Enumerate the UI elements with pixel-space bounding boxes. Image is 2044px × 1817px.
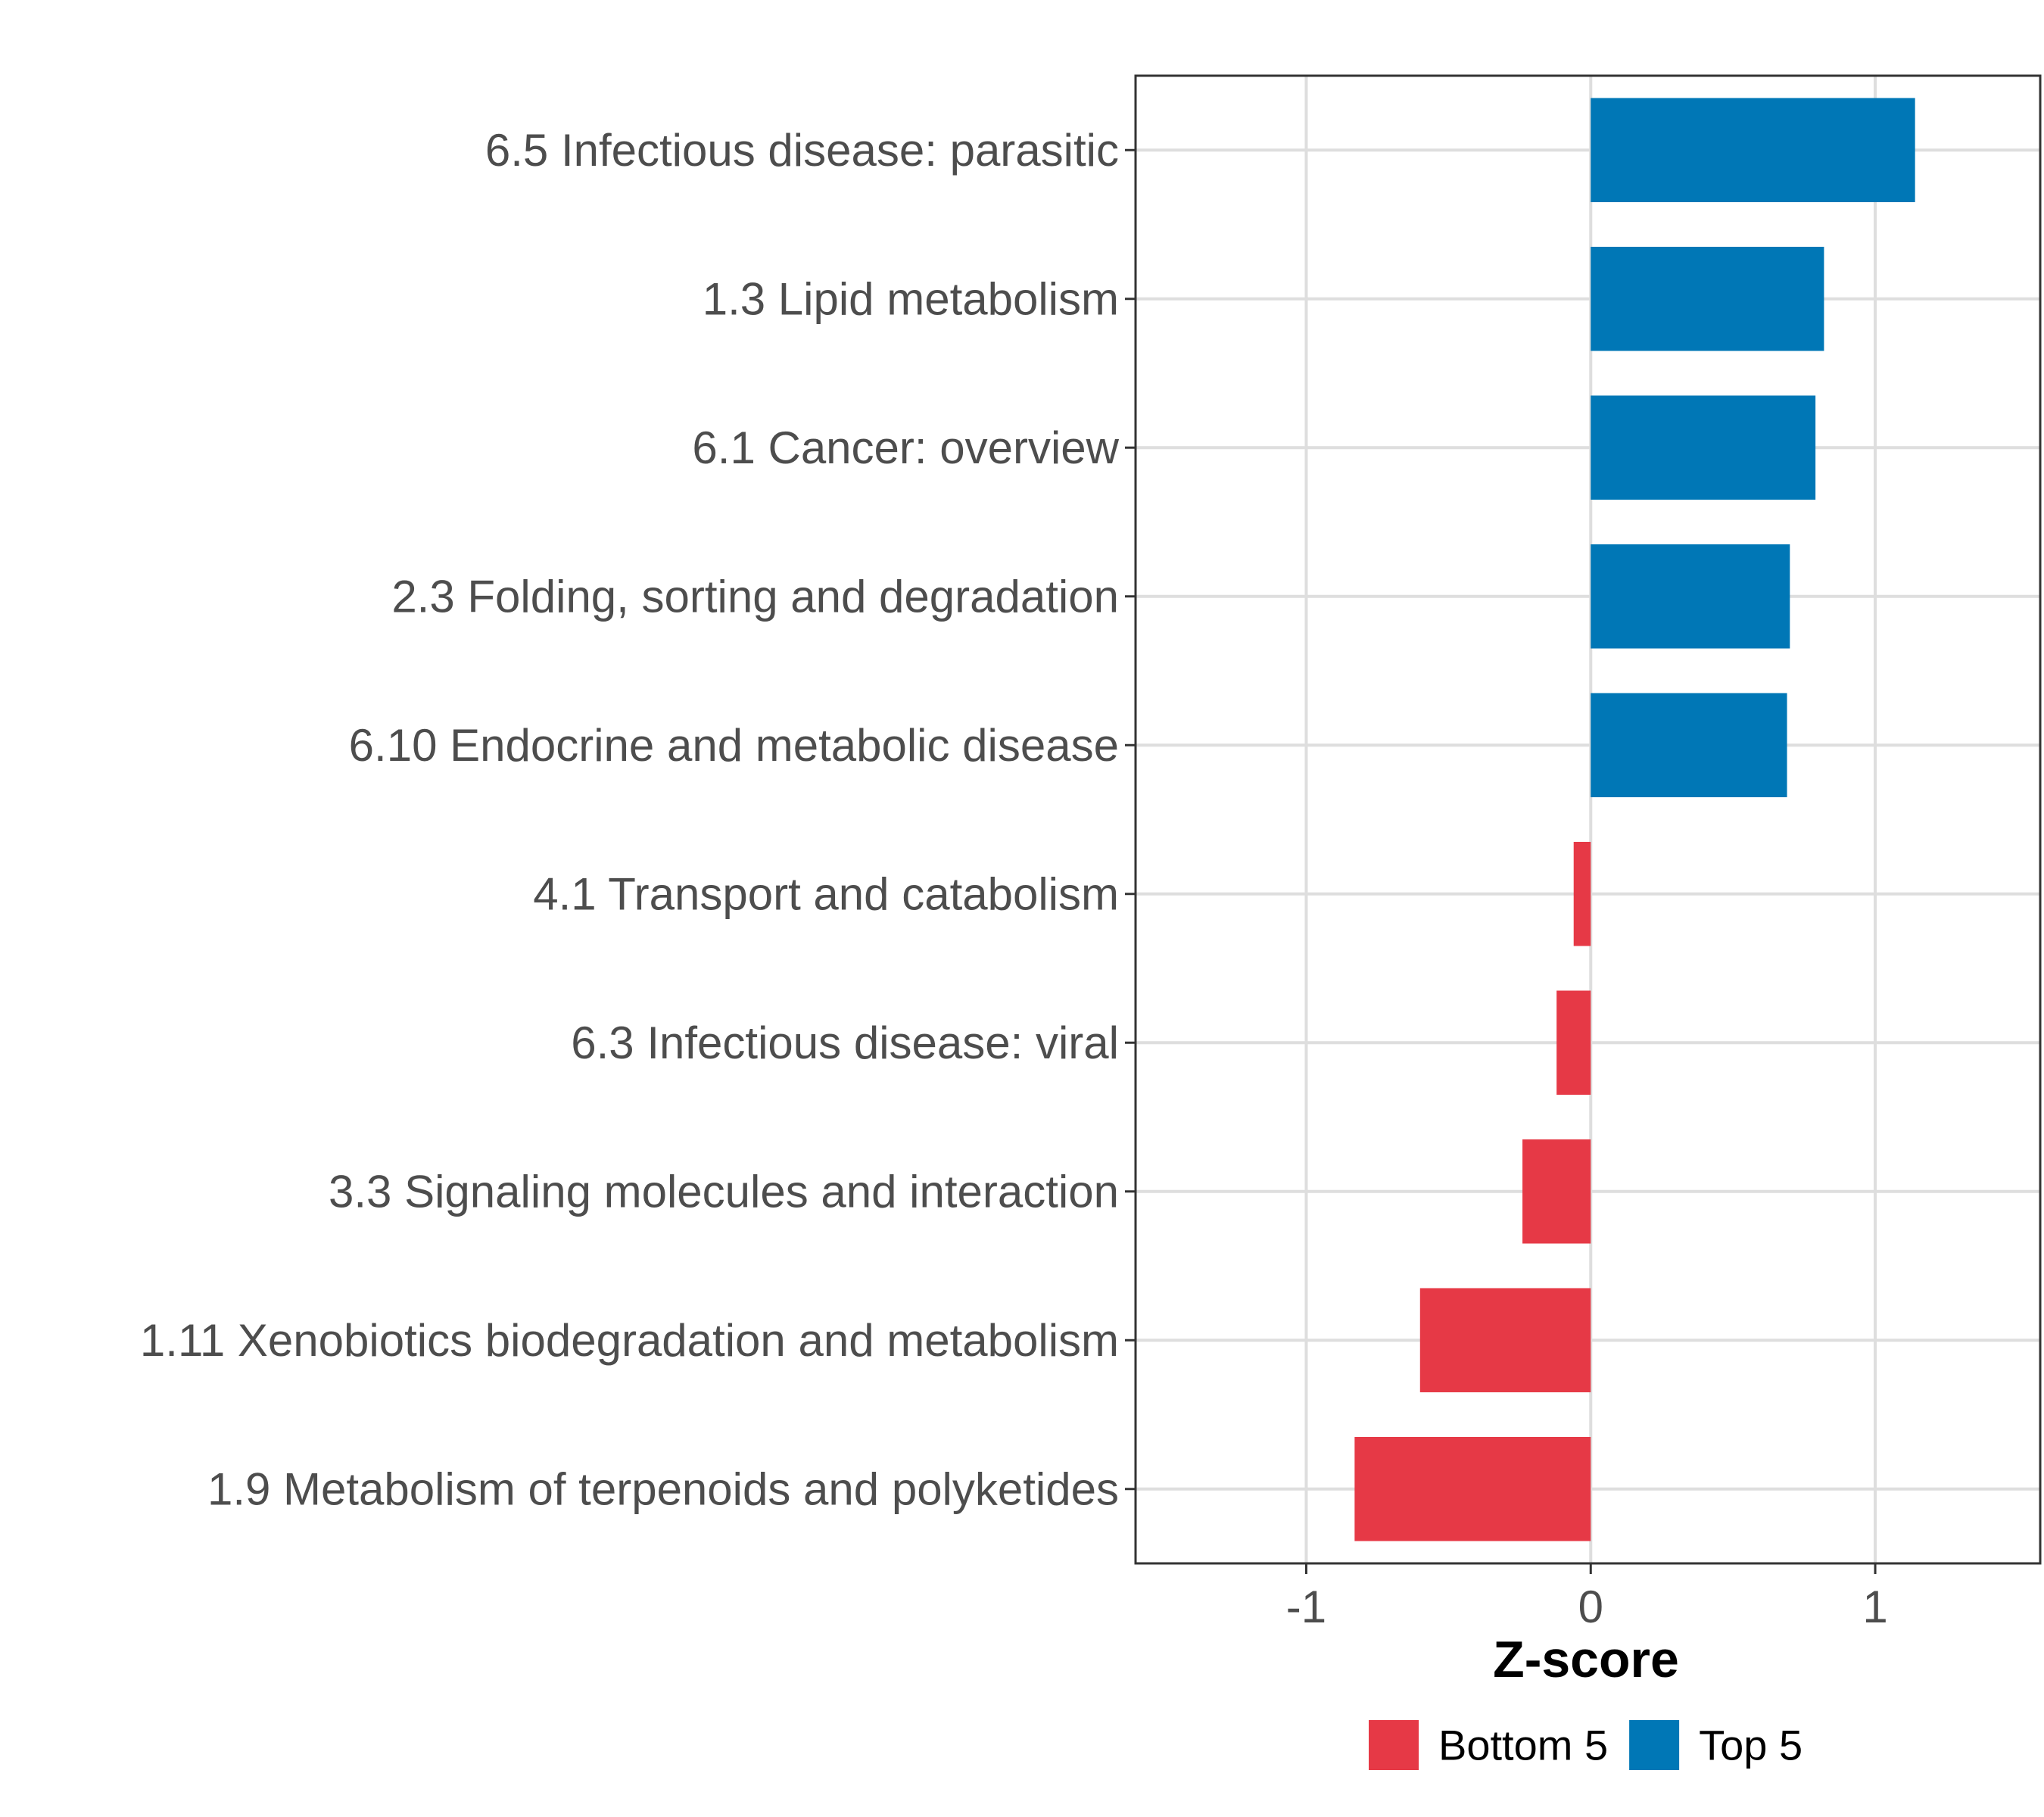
- bar: [1591, 98, 1915, 203]
- x-axis: -1 0 1: [1286, 1563, 1888, 1632]
- category-label: 1.11 Xenobiotics biodegradation and meta…: [140, 1315, 1119, 1366]
- bars: [1354, 98, 1915, 1541]
- bar: [1573, 841, 1591, 946]
- category-label: 1.3 Lipid metabolism: [703, 273, 1119, 324]
- x-tick-label: 0: [1578, 1582, 1603, 1632]
- x-tick-label: 1: [1862, 1582, 1887, 1632]
- x-tick-label: -1: [1286, 1582, 1326, 1632]
- plot-panel-border: [1134, 74, 2042, 1565]
- legend-label: Bottom 5: [1438, 1722, 1608, 1769]
- category-label: 3.3 Signaling molecules and interaction: [329, 1166, 1119, 1217]
- category-axis: 6.5 Infectious disease: parasitic 1.3 Lip…: [140, 125, 1136, 1514]
- bar: [1591, 693, 1787, 798]
- bar: [1354, 1436, 1591, 1541]
- bar: [1419, 1288, 1591, 1393]
- bar: [1522, 1139, 1591, 1244]
- legend-label: Top 5: [1699, 1722, 1803, 1769]
- legend-swatch: [1369, 1720, 1419, 1770]
- category-label: 1.9 Metabolism of terpenoids and polyket…: [207, 1463, 1119, 1514]
- category-label: 6.1 Cancer: overview: [692, 422, 1119, 473]
- bar: [1556, 990, 1591, 1095]
- category-label: 6.5 Infectious disease: parasitic: [485, 125, 1119, 176]
- category-label: 2.3 Folding, sorting and degradation: [391, 571, 1119, 622]
- legend-swatch: [1629, 1720, 1680, 1770]
- category-label: 6.3 Infectious disease: viral: [571, 1018, 1119, 1068]
- bar: [1591, 246, 1824, 351]
- x-axis-title: Z-score: [1493, 1631, 1679, 1688]
- category-label: 6.10 Endocrine and metabolic disease: [349, 720, 1119, 771]
- bar: [1591, 395, 1816, 500]
- category-label: 4.1 Transport and catabolism: [533, 868, 1119, 919]
- bar: [1591, 544, 1790, 649]
- legend: Bottom 5 Top 5: [1369, 1720, 1803, 1770]
